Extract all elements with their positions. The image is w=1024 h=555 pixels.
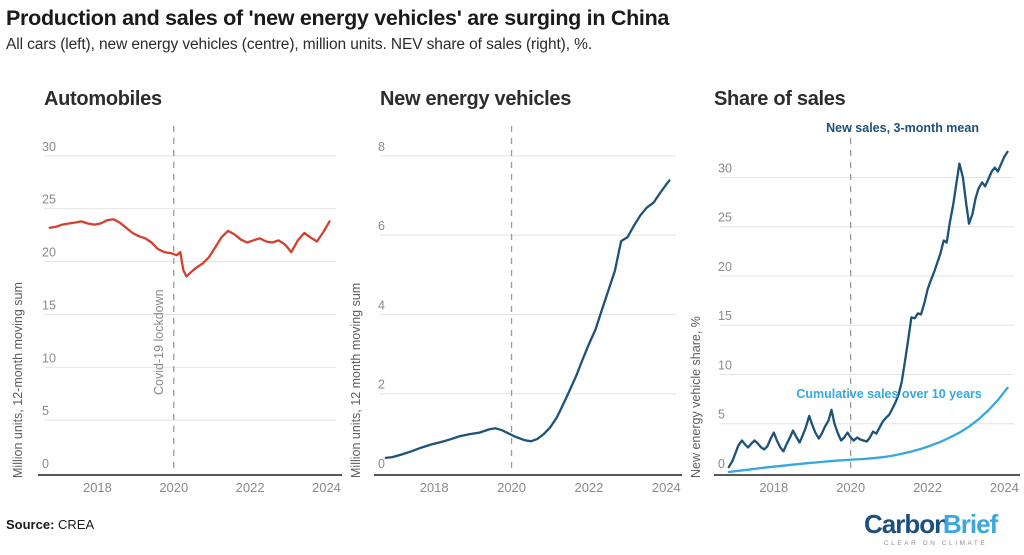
y-tick-label: 5	[718, 408, 725, 422]
chart-svg-share: 0 5 10 15 20 25 30 2018 2020 2022 2024 New sales, 3…	[689, 121, 1020, 495]
panel-title: Automobiles	[44, 88, 162, 110]
logo-word-brief: Brief	[943, 509, 999, 539]
y-tick-label: 0	[378, 457, 385, 471]
source-value: CREA	[54, 517, 95, 532]
y-tick-label: 0	[42, 457, 49, 471]
panel-title: Share of sales	[714, 88, 846, 110]
y-axis-title: New energy vehicle share, %	[689, 316, 703, 478]
chart-panel-nev: New energy vehicles 0 2 4 6 8 2018 2020 2022 202…	[344, 78, 684, 498]
y-tick-label: 30	[42, 140, 56, 154]
series-line	[384, 179, 671, 460]
logo-word-carbon: Carbon	[864, 509, 949, 539]
x-tick-label: 2018	[83, 480, 112, 495]
source-note: Source: CREA	[6, 517, 94, 532]
y-tick-label: 25	[42, 193, 56, 207]
series-line	[727, 150, 1009, 469]
y-tick-label: 30	[718, 161, 732, 175]
chart-svg-automobiles: 0 5 10 15 20 25 30 2018 2020 2022 2024 Million unit…	[11, 126, 342, 495]
chart-panel-automobiles: Automobiles 0 5 10 15 20 25 30 2018 2020 2022 2024…	[0, 78, 344, 498]
x-tick-label: 2024	[990, 480, 1019, 495]
logo-tagline: CLEAR ON CLIMATE	[884, 540, 987, 547]
carbonbrief-logo: Carbon Brief CLEAR ON CLIMATE	[864, 509, 1000, 547]
y-tick-label: 6	[378, 219, 385, 233]
chart-svg-nev: 0 2 4 6 8 2018 2020 2022 2024 Million units, 12 m…	[349, 126, 682, 495]
y-tick-label: 25	[718, 211, 732, 225]
y-tick-label: 15	[718, 309, 732, 323]
y-tick-label: 8	[378, 140, 385, 154]
page-headline: Production and sales of 'new energy vehi…	[6, 6, 670, 30]
series-line	[48, 218, 331, 278]
chart-panels: Automobiles 0 5 10 15 20 25 30 2018 2020 2022 2024…	[0, 78, 1024, 498]
y-tick-label: 4	[378, 298, 385, 312]
x-tick-label: 2020	[497, 480, 526, 495]
x-tick-label: 2022	[574, 480, 603, 495]
x-tick-label: 2022	[236, 480, 265, 495]
x-tick-label: 2022	[913, 480, 942, 495]
y-tick-label: 20	[718, 260, 732, 274]
x-tick-label: 2018	[759, 480, 788, 495]
x-tick-label: 2020	[836, 480, 865, 495]
x-tick-label: 2018	[420, 480, 449, 495]
y-tick-label: 10	[718, 358, 732, 372]
x-tick-label: 2024	[652, 480, 681, 495]
x-tick-label: 2024	[312, 480, 341, 495]
series-line	[727, 386, 1009, 474]
y-tick-label: 10	[42, 351, 56, 365]
y-tick-label: 2	[378, 378, 385, 392]
y-tick-label: 20	[42, 246, 56, 260]
chart-panel-share: Share of sales 0 5 10 15 20 25 30 2018 2020 2022 2…	[684, 78, 1024, 498]
y-axis-title: Million units, 12-month moving sum	[11, 282, 25, 478]
y-tick-label: 15	[42, 298, 56, 312]
x-tick-label: 2020	[159, 480, 188, 495]
covid-lockdown-label: Covid-19 lockdown	[152, 289, 166, 395]
y-tick-label: 0	[718, 457, 725, 471]
y-tick-label: 5	[42, 404, 49, 418]
source-label: Source:	[6, 517, 55, 532]
series-annotation-label: Cumulative sales over 10 years	[796, 387, 982, 401]
y-axis-title: Million units, 12 month moving sum	[349, 283, 363, 478]
page-subhead: All cars (left), new energy vehicles (ce…	[6, 36, 593, 53]
series-annotation-label: New sales, 3-month mean	[826, 121, 979, 135]
panel-title: New energy vehicles	[380, 88, 572, 110]
